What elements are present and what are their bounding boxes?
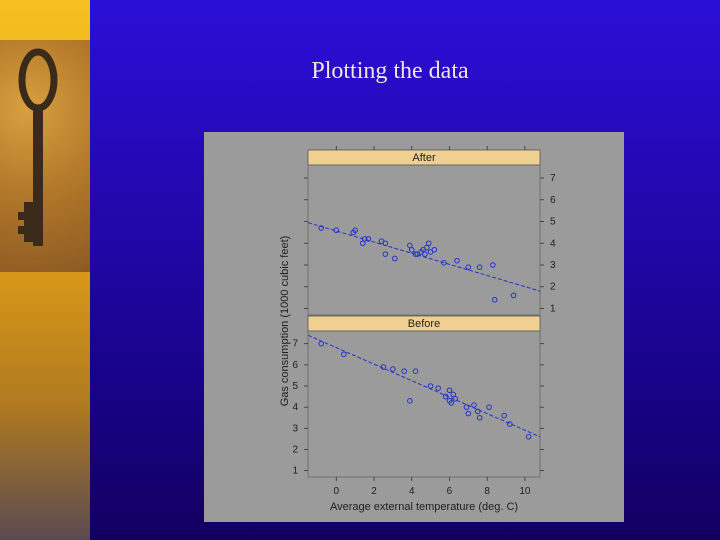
data-point [446, 387, 453, 394]
data-point [333, 227, 340, 234]
x-tick-label: 10 [519, 486, 531, 497]
data-point [452, 395, 458, 402]
data-point [412, 251, 419, 257]
x-tick-label: 8 [484, 486, 490, 497]
data-point [382, 251, 389, 257]
data-point [442, 393, 449, 400]
data-point [390, 366, 396, 372]
plot-panel: After 1 2 3 4 5 6 7 Before 1 2 3 4 5 6 7 0 2 4 6 8 10 Average … [204, 132, 624, 522]
data-point [486, 404, 492, 410]
y-tick-label: 1 [550, 303, 556, 314]
x-tick-label: 2 [371, 486, 377, 497]
y-tick-label: 7 [550, 173, 556, 184]
y-tick-label: 3 [292, 423, 298, 434]
y-tick-label: 6 [292, 360, 298, 371]
data-point [425, 240, 432, 247]
data-point [318, 340, 325, 347]
data-point [454, 257, 460, 264]
data-point [465, 264, 472, 270]
data-point [407, 398, 413, 404]
data-point [431, 246, 438, 253]
data-point [427, 383, 434, 389]
data-point [318, 225, 325, 231]
panel-strip-label: After [412, 152, 436, 164]
panel-strip-label: Before [408, 318, 440, 330]
antique-key-photo [0, 40, 90, 272]
panel-frame [307, 330, 541, 478]
key-icon [18, 48, 58, 246]
data-point [525, 433, 532, 440]
data-point [401, 368, 407, 375]
y-tick-label: 2 [550, 282, 556, 293]
data-point [465, 410, 472, 417]
panel-frame [307, 164, 541, 316]
x-tick-label: 4 [409, 486, 415, 497]
data-point [422, 251, 428, 257]
data-point [365, 236, 372, 242]
data-point [352, 227, 358, 234]
data-point [412, 368, 419, 375]
data-point [448, 400, 455, 406]
data-point [501, 412, 507, 419]
y-tick-label: 5 [292, 381, 298, 392]
data-point [361, 236, 368, 242]
data-point [382, 240, 389, 247]
fit-line [307, 222, 541, 292]
data-point [507, 421, 513, 427]
y-tick-label: 3 [550, 260, 556, 271]
y-tick-label: 7 [292, 339, 298, 350]
data-point [491, 296, 498, 303]
data-point [408, 246, 415, 253]
y-tick-label: 2 [292, 444, 298, 455]
data-point [435, 385, 441, 391]
data-point [441, 260, 447, 266]
data-point [380, 364, 387, 370]
fit-line [307, 334, 541, 438]
slide-title: Plotting the data [311, 58, 469, 84]
scatter-plot: After 1 2 3 4 5 6 7 Before 1 2 3 4 5 6 7 0 2 4 6 8 10Average … [279, 146, 556, 513]
data-point [474, 408, 481, 415]
data-point [476, 264, 483, 270]
y-tick-label: 5 [550, 217, 556, 228]
x-tick-label: 0 [334, 486, 340, 497]
x-tick-label: 6 [447, 486, 453, 497]
y-tick-label: 4 [550, 238, 556, 249]
y-axis-label: Gas consumption (1000 cubic feet) [279, 236, 291, 407]
data-point [471, 402, 477, 408]
data-point [391, 255, 398, 262]
data-point [476, 414, 483, 421]
x-axis-label: Average external temperature (deg. C) [330, 501, 518, 513]
y-tick-label: 6 [550, 195, 556, 206]
data-point [490, 262, 496, 268]
data-point [341, 351, 347, 358]
data-point [463, 404, 470, 410]
y-tick-label: 1 [292, 466, 298, 477]
left-gradient-strip [0, 0, 90, 540]
data-point [510, 292, 517, 299]
y-tick-label: 4 [292, 402, 298, 413]
